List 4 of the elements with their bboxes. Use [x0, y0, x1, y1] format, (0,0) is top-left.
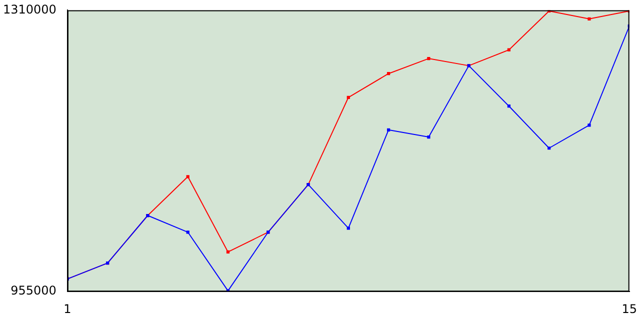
- y-tick-label: 1310000: [2, 2, 56, 16]
- x-tick-label: 15: [622, 302, 638, 316]
- y-tick-label: 955000: [10, 284, 56, 298]
- x-tick-label: 1: [64, 302, 72, 316]
